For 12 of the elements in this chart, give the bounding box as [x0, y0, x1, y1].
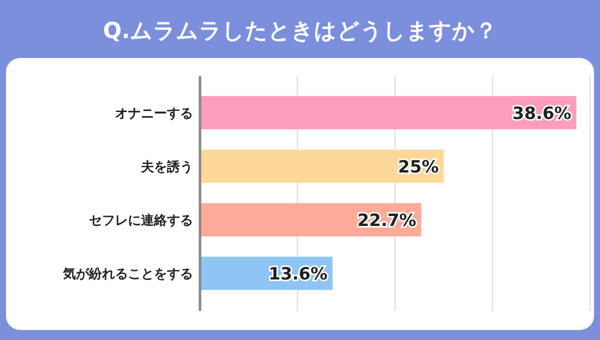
y-tick-label: 気が紛れることをする: [62, 267, 193, 282]
bar: [200, 203, 422, 236]
data-label: 38.6%: [512, 104, 572, 124]
y-tick-label: オナニーする: [115, 106, 193, 122]
data-label: 25%: [398, 157, 439, 178]
chart-title: Q.ムラムラしたときはどうしますか？: [102, 18, 498, 44]
y-tick-label: 夫を誘う: [140, 158, 193, 175]
y-tick-label: セフレに連絡する: [89, 213, 193, 228]
bar: [200, 150, 444, 183]
data-label: 13.6%: [268, 264, 328, 284]
data-label: 22.7%: [357, 210, 416, 231]
bar: [200, 96, 576, 130]
